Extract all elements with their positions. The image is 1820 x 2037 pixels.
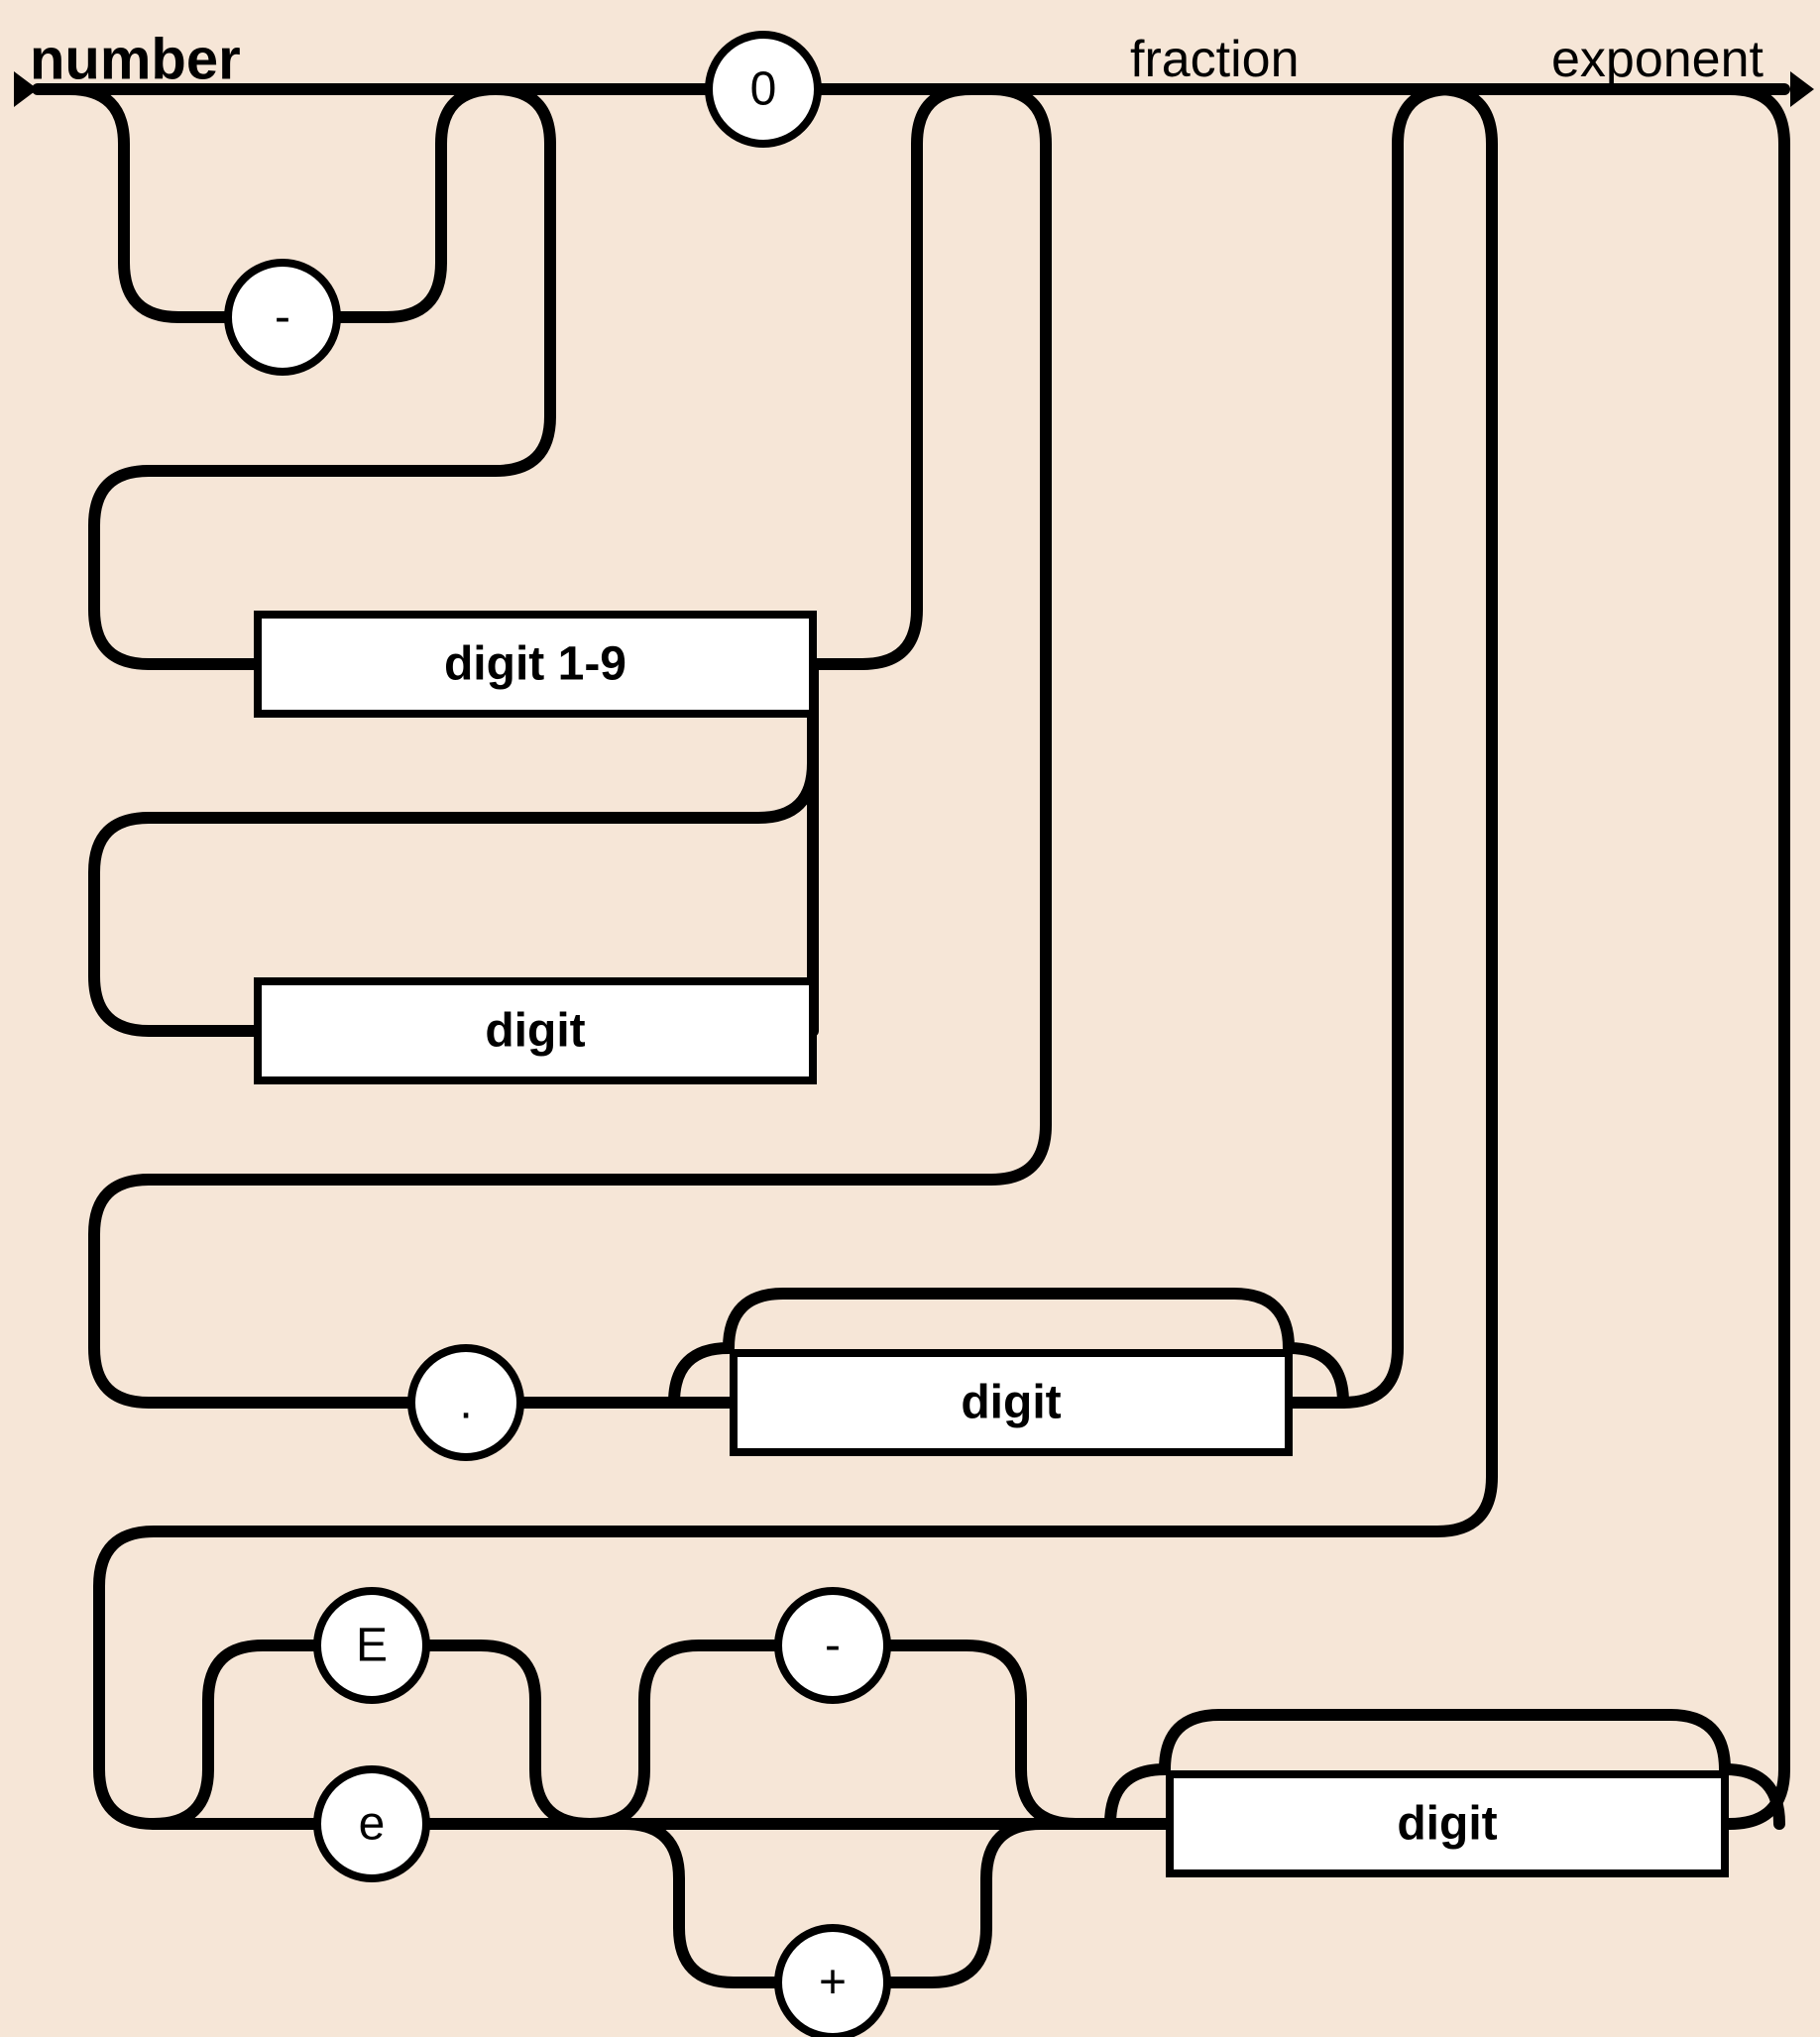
number-railroad-diagram: number fraction exponent 0 - digit 1-9 digit. d… xyxy=(0,0,1820,2037)
node-dot-label: . xyxy=(459,1377,472,1429)
node-e-label: e xyxy=(359,1798,386,1851)
node-zero-label: 0 xyxy=(750,63,777,116)
node-minus2: - xyxy=(778,1591,887,1700)
exponent-label: exponent xyxy=(1551,31,1764,88)
node-digit3: digit xyxy=(1170,1774,1725,1873)
node-digit19: digit 1-9 xyxy=(258,615,813,714)
fraction-label: fraction xyxy=(1130,31,1300,88)
node-digit1: digit xyxy=(258,981,813,1080)
node-digit2-label: digit xyxy=(961,1377,1061,1429)
node-plus-label: + xyxy=(819,1957,847,2009)
node-digit3-label: digit xyxy=(1397,1798,1497,1851)
node-minus1-label: - xyxy=(275,291,290,344)
node-minus1: - xyxy=(228,263,337,372)
node-dot: . xyxy=(411,1348,520,1457)
node-zero: 0 xyxy=(709,35,818,144)
node-E: E xyxy=(317,1591,426,1700)
node-minus2-label: - xyxy=(825,1620,841,1672)
node-plus: + xyxy=(778,1928,887,2037)
node-e: e xyxy=(317,1769,426,1878)
node-E-label: E xyxy=(356,1620,388,1672)
node-digit2: digit xyxy=(734,1353,1289,1452)
node-digit1-label: digit xyxy=(485,1005,585,1058)
node-digit19-label: digit 1-9 xyxy=(444,638,626,691)
title-label: number xyxy=(30,28,241,92)
